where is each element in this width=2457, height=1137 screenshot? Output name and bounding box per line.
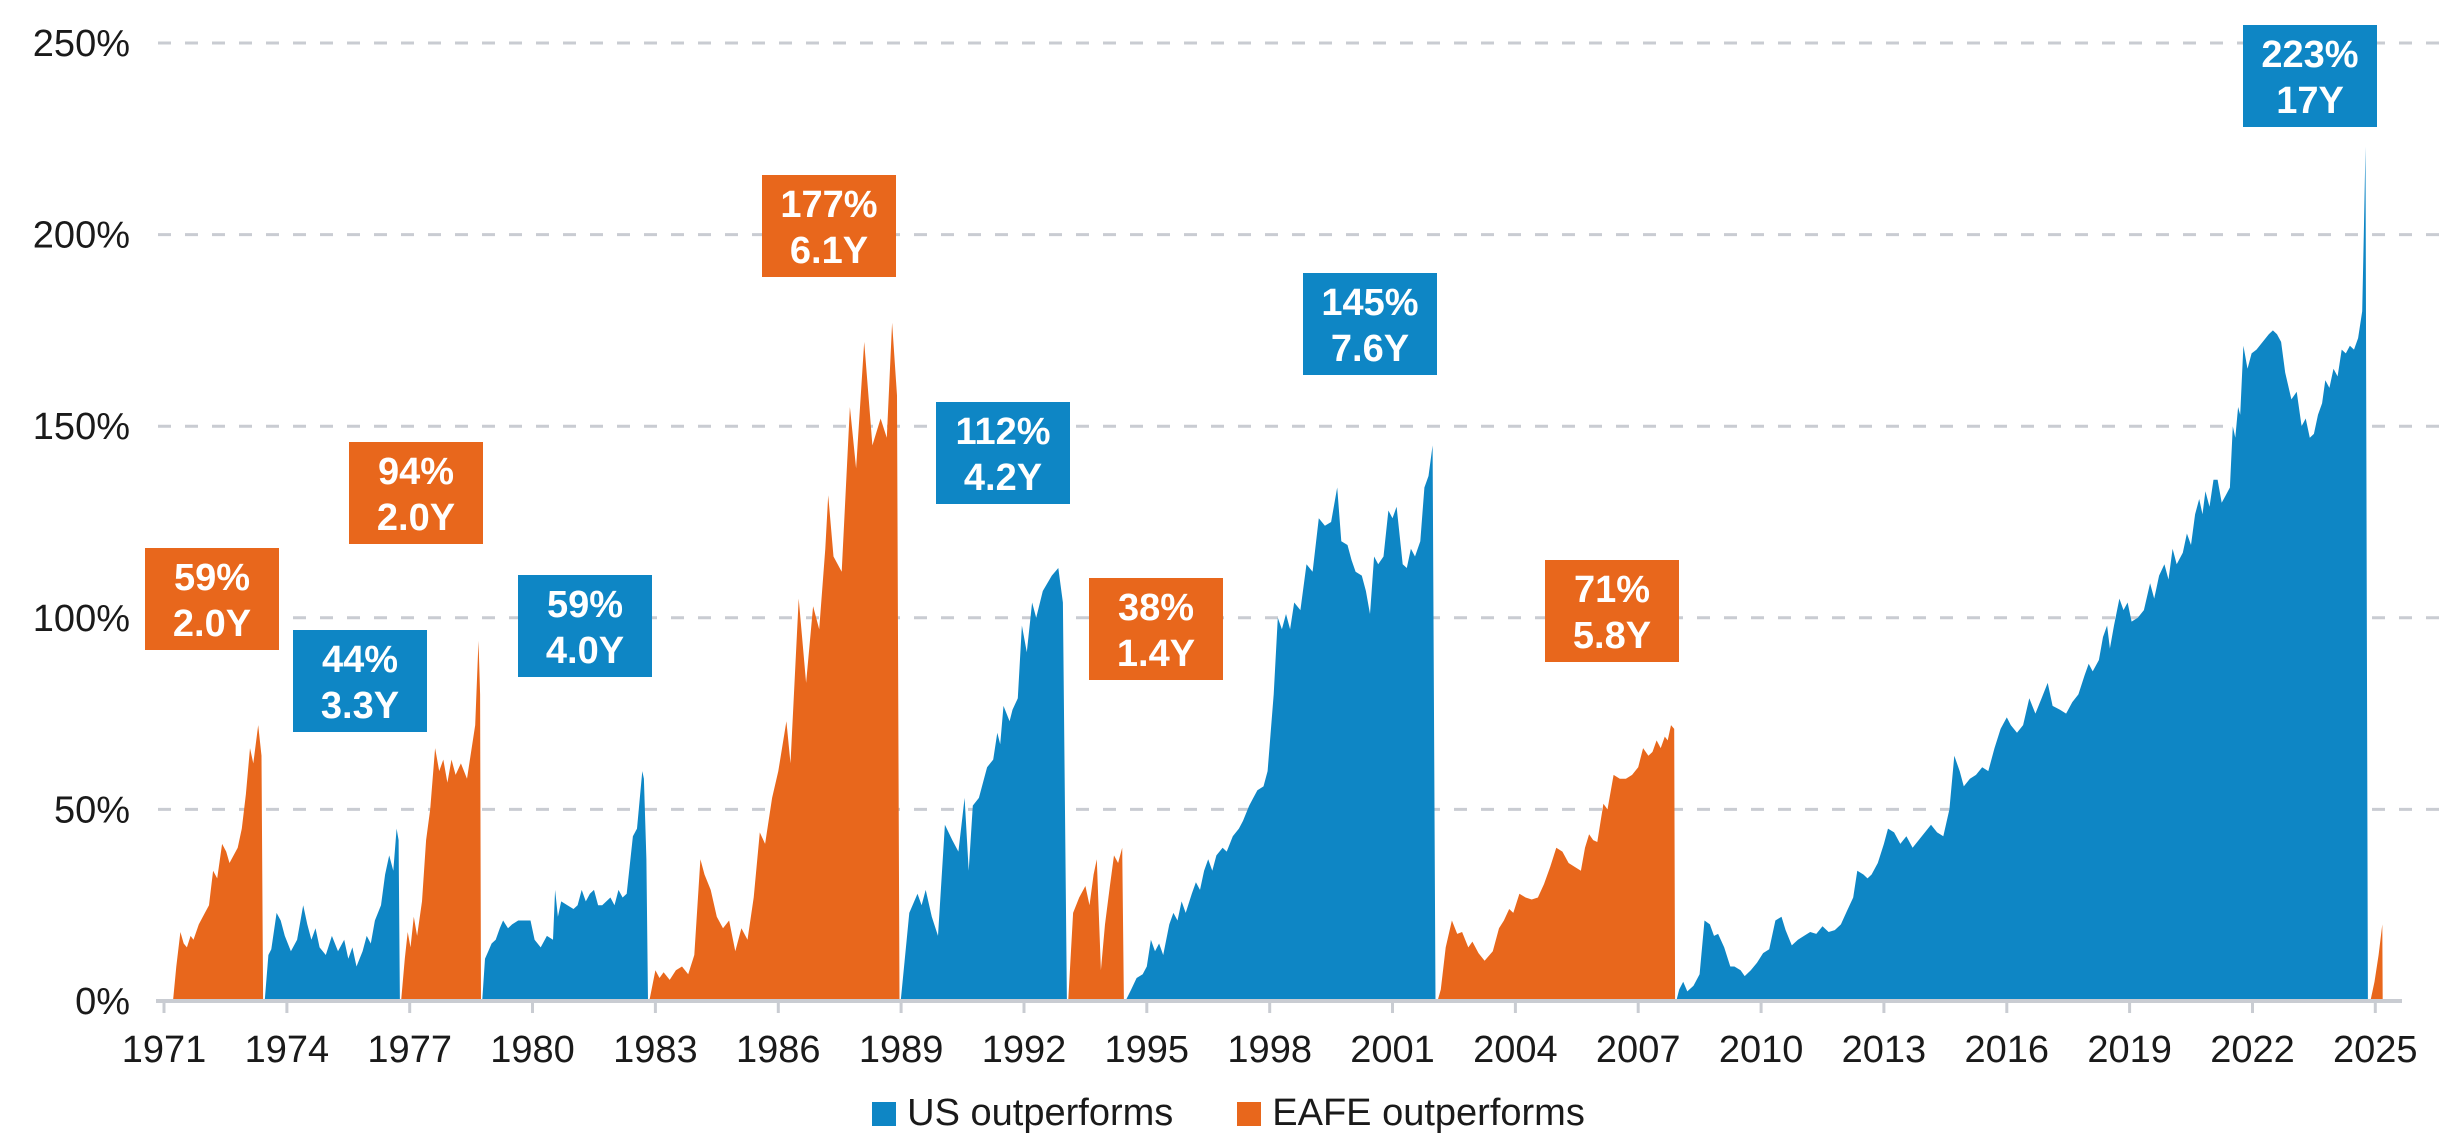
cycle-label-line2-9: 5.8Y (1573, 615, 1651, 657)
cycle-label-box-9 (1545, 560, 1679, 662)
cycle-label-line1-1: 59% (174, 557, 250, 599)
cycle-label-line2-2: 3.3Y (321, 685, 399, 727)
x-tick-label-2004: 2004 (1473, 1029, 1558, 1071)
area-cycle-8-us (1125, 445, 1436, 1001)
cycle-label-box-7 (1089, 578, 1223, 680)
cycle-label-line1-8: 145% (1321, 282, 1418, 324)
x-tick-label-1995: 1995 (1105, 1029, 1190, 1071)
cycle-label-line1-3: 94% (378, 451, 454, 493)
x-tick-label-2016: 2016 (1965, 1029, 2050, 1071)
cycle-label-line2-1: 2.0Y (173, 603, 251, 645)
cycle-label-line1-10: 223% (2261, 34, 2358, 76)
cycle-label-line1-2: 44% (322, 639, 398, 681)
x-tick-label-2013: 2013 (1842, 1029, 1927, 1071)
cycle-label-box-3 (349, 442, 483, 544)
cycle-label-line2-3: 2.0Y (377, 497, 455, 539)
area-cycle-4-us (482, 771, 648, 1001)
x-tick-label-2019: 2019 (2087, 1029, 2172, 1071)
x-tick-label-2001: 2001 (1350, 1029, 1435, 1071)
x-tick-label-1983: 1983 (613, 1029, 698, 1071)
legend-label-us: US outperforms (907, 1092, 1174, 1134)
x-tick-label-1974: 1974 (245, 1029, 330, 1071)
cycle-label-line1-4: 59% (547, 584, 623, 626)
y-tick-label-250: 250% (33, 23, 130, 65)
cycle-label-line2-10: 17Y (2276, 80, 2344, 122)
area-cycle-11-eafe (2370, 924, 2383, 1001)
y-tick-label-200: 200% (33, 215, 130, 257)
cycle-label-box-10 (2243, 25, 2377, 127)
cycle-label-box-8 (1303, 273, 1437, 375)
area-cycle-7-eafe (1068, 847, 1124, 1001)
legend-label-eafe: EAFE outperforms (1272, 1092, 1585, 1134)
cycle-label-box-6 (936, 402, 1070, 504)
area-cycle-6-us (900, 568, 1067, 1001)
chart-legend: US outperforms EAFE outperforms (0, 1092, 2457, 1135)
cycle-label-box-4 (518, 575, 652, 677)
y-tick-label-150: 150% (33, 406, 130, 448)
area-cycle-1-eafe (173, 725, 264, 1001)
x-tick-label-2010: 2010 (1719, 1029, 1804, 1071)
cycle-label-box-2 (293, 630, 427, 732)
x-tick-label-1980: 1980 (490, 1029, 575, 1071)
cycle-label-line2-4: 4.0Y (546, 630, 624, 672)
cycle-label-line2-8: 7.6Y (1331, 328, 1409, 370)
legend-swatch-us (872, 1101, 897, 1126)
area-cycle-9-eafe (1437, 725, 1676, 1001)
cycle-label-line1-6: 112% (955, 411, 1050, 453)
x-tick-label-1989: 1989 (859, 1029, 944, 1071)
legend-item-eafe: EAFE outperforms (1237, 1092, 1585, 1135)
x-tick-label-1992: 1992 (982, 1029, 1067, 1071)
cycle-label-line1-9: 71% (1574, 569, 1650, 611)
cycle-label-box-5 (762, 175, 896, 277)
y-tick-label-100: 100% (33, 598, 130, 640)
cycle-label-line2-6: 4.2Y (964, 457, 1042, 499)
y-tick-label-0: 0% (75, 981, 130, 1023)
legend-swatch-eafe (1237, 1101, 1262, 1126)
cycle-label-line1-5: 177% (780, 184, 877, 226)
x-tick-label-2007: 2007 (1596, 1029, 1681, 1071)
x-tick-label-1986: 1986 (736, 1029, 821, 1071)
legend-item-us: US outperforms (872, 1092, 1173, 1135)
x-tick-label-1998: 1998 (1227, 1029, 1312, 1071)
x-tick-label-1971: 1971 (122, 1029, 207, 1071)
area-cycle-5-eafe (649, 322, 900, 1001)
cycle-label-line1-7: 38% (1118, 587, 1194, 629)
cycle-label-box-1 (145, 548, 279, 650)
x-tick-label-2022: 2022 (2210, 1029, 2295, 1071)
cycle-label-line2-7: 1.4Y (1117, 633, 1195, 675)
area-cycle-10-us (1676, 146, 2368, 1001)
cycle-label-line2-5: 6.1Y (790, 230, 868, 272)
x-tick-label-1977: 1977 (367, 1029, 452, 1071)
x-tick-label-2025: 2025 (2333, 1029, 2418, 1071)
area-cycle-3-eafe (401, 640, 481, 1001)
y-tick-label-50: 50% (54, 789, 130, 831)
area-cycle-2-us (264, 828, 400, 1001)
